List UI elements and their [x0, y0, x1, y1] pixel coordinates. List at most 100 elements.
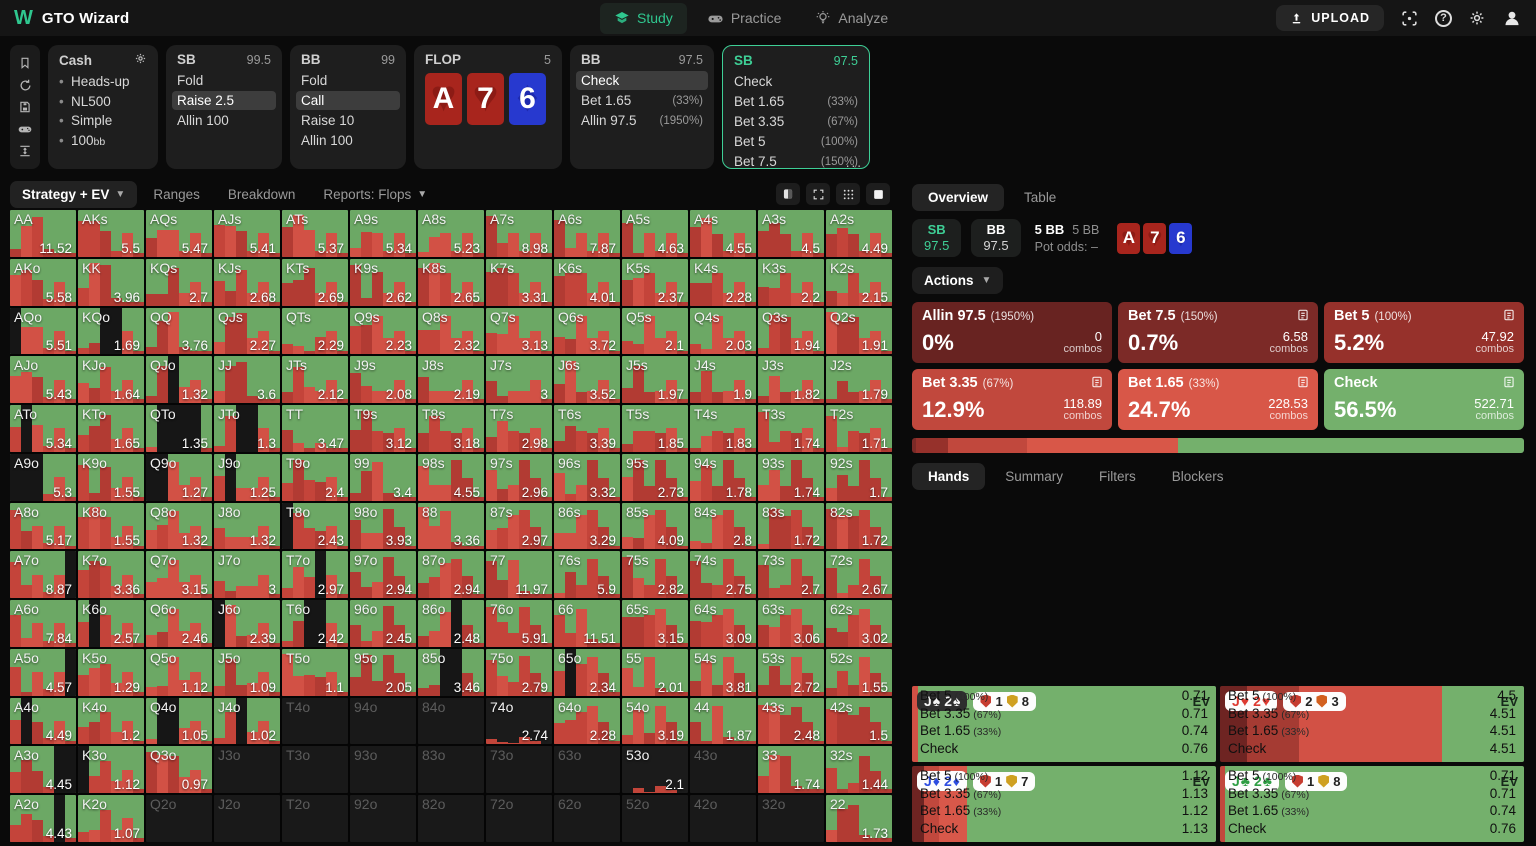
matrix-cell-QQ[interactable]: QQ 3.76 — [146, 307, 212, 355]
matrix-cell-AA[interactable]: AA 11.52 — [10, 210, 76, 257]
save-icon[interactable] — [16, 98, 34, 116]
action-history-item[interactable]: Bet 1.65 (33%) — [576, 91, 708, 110]
matrix-cell-Q8o[interactable]: Q8o 1.32 — [146, 502, 212, 550]
matrix-cell-43s[interactable]: 43s 2.48 — [758, 697, 824, 745]
matrix-cell-KK[interactable]: KK 3.96 — [78, 258, 144, 306]
matrix-cell-KQo[interactable]: KQo 1.69 — [78, 307, 144, 355]
matrix-cell-Q2o[interactable]: Q2o — [146, 795, 212, 842]
matrix-cell-Q9o[interactable]: Q9o 1.27 — [146, 453, 212, 501]
filled-square-icon[interactable] — [866, 183, 890, 205]
matrix-cell-76o[interactable]: 76o 5.91 — [486, 600, 552, 647]
matrix-cell-86s[interactable]: 86s 3.29 — [554, 502, 620, 550]
matrix-cell-Q7s[interactable]: Q7s 3.13 — [486, 307, 552, 355]
matrix-cell-42o[interactable]: 42o — [690, 795, 756, 842]
matrix-cell-K4o[interactable]: K4o 1.2 — [78, 697, 144, 745]
matrix-cell-53o[interactable]: 53o 2.1 — [622, 746, 688, 794]
action-card-bet-1-65[interactable]: Bet 1.65 (33%) 24.7% 228.53 combos — [1118, 369, 1318, 430]
history-panel-bb-2[interactable]: BB 99 Fold Call Raise 10 Allin 100 — [290, 45, 406, 169]
matrix-cell-97o[interactable]: 97o 2.94 — [350, 551, 416, 599]
matrix-cell-K2o[interactable]: K2o 1.07 — [78, 795, 144, 842]
matrix-tab-breakdown[interactable]: Breakdown — [216, 181, 308, 208]
matrix-cell-J9s[interactable]: J9s 2.08 — [350, 356, 416, 404]
matrix-cell-66[interactable]: 66 11.51 — [554, 600, 620, 647]
matrix-cell-AKo[interactable]: AKo 5.58 — [10, 258, 76, 306]
matrix-cell-K8o[interactable]: K8o 1.55 — [78, 502, 144, 550]
actions-dropdown[interactable]: Actions ▼ — [912, 267, 1004, 294]
matrix-cell-A6s[interactable]: A6s 7.87 — [554, 210, 620, 257]
matrix-cell-K6o[interactable]: K6o 2.57 — [78, 600, 144, 647]
tab-blockers[interactable]: Blockers — [1171, 469, 1224, 484]
matrix-cell-92o[interactable]: 92o — [350, 795, 416, 842]
matrix-cell-Q7o[interactable]: Q7o 3.15 — [146, 551, 212, 599]
app-logo[interactable]: W GTO Wizard — [14, 8, 129, 28]
matrix-cell-83o[interactable]: 83o — [418, 746, 484, 794]
combos-list-icon[interactable] — [1502, 308, 1516, 327]
matrix-cell-A3o[interactable]: A3o 4.45 — [10, 746, 76, 794]
matrix-cell-Q3s[interactable]: Q3s 1.94 — [758, 307, 824, 355]
matrix-cell-94o[interactable]: 94o — [350, 697, 416, 745]
combos-list-icon[interactable] — [1502, 375, 1516, 394]
matrix-cell-77[interactable]: 77 11.97 — [486, 551, 552, 599]
matrix-cell-T7o[interactable]: T7o 2.97 — [282, 551, 348, 599]
matrix-cell-72s[interactable]: 72s 2.67 — [826, 551, 892, 599]
matrix-cell-K7s[interactable]: K7s 3.31 — [486, 258, 552, 306]
history-panel-bb-4[interactable]: BB 97.5 Check Bet 1.65 (33%) Allin 97.5 (1950%… — [570, 45, 714, 169]
matrix-cell-A7o[interactable]: A7o 8.87 — [10, 551, 76, 599]
matrix-cell-J3s[interactable]: J3s 1.82 — [758, 356, 824, 404]
split-card-icon[interactable] — [776, 183, 800, 205]
matrix-cell-75s[interactable]: 75s 2.82 — [622, 551, 688, 599]
matrix-cell-J8o[interactable]: J8o 1.32 — [214, 502, 280, 550]
action-card-check[interactable]: Check 56.5% 522.71 combos — [1324, 369, 1524, 430]
matrix-cell-T8s[interactable]: T8s 3.18 — [418, 405, 484, 452]
matrix-cell-73s[interactable]: 73s 2.7 — [758, 551, 824, 599]
matrix-cell-73o[interactable]: 73o — [486, 746, 552, 794]
matrix-cell-A2o[interactable]: A2o 4.43 — [10, 795, 76, 842]
matrix-cell-83s[interactable]: 83s 1.72 — [758, 502, 824, 550]
matrix-tab-strategy-ev[interactable]: Strategy + EV ▼ — [10, 180, 138, 208]
matrix-cell-44[interactable]: 44 1.87 — [690, 697, 756, 745]
matrix-cell-82o[interactable]: 82o — [418, 795, 484, 842]
matrix-cell-72o[interactable]: 72o — [486, 795, 552, 842]
hand-ev-card-spade[interactable]: J♠2♠18EVAllin 97.5 (1950%)-5.52Bet 7.5 (… — [912, 686, 1216, 762]
matrix-cell-JTo[interactable]: JTo 1.3 — [214, 405, 280, 452]
matrix-cell-QTo[interactable]: QTo 1.35 — [146, 405, 212, 452]
matrix-cell-T4o[interactable]: T4o — [282, 697, 348, 745]
matrix-cell-J4o[interactable]: J4o 1.02 — [214, 697, 280, 745]
matrix-cell-22[interactable]: 22 1.73 — [826, 795, 892, 842]
account-icon[interactable] — [1502, 8, 1522, 28]
action-history-item[interactable]: Allin 100 — [172, 111, 276, 130]
combos-list-icon[interactable] — [1296, 375, 1310, 394]
matrix-cell-98s[interactable]: 98s 4.55 — [418, 453, 484, 501]
settings-icon[interactable] — [1468, 9, 1486, 27]
matrix-cell-K9o[interactable]: K9o 1.55 — [78, 453, 144, 501]
matrix-cell-A4o[interactable]: A4o 4.49 — [10, 697, 76, 745]
matrix-cell-87s[interactable]: 87s 2.97 — [486, 502, 552, 550]
matrix-cell-K3s[interactable]: K3s 2.2 — [758, 258, 824, 306]
matrix-cell-J3o[interactable]: J3o — [214, 746, 280, 794]
matrix-cell-63s[interactable]: 63s 3.06 — [758, 600, 824, 647]
matrix-cell-Q8s[interactable]: Q8s 2.32 — [418, 307, 484, 355]
action-history-item[interactable]: Check — [576, 71, 708, 90]
matrix-cell-62o[interactable]: 62o — [554, 795, 620, 842]
expand-icon[interactable] — [806, 183, 830, 205]
action-history-item[interactable]: Allin 97.5 (1950%) — [576, 111, 708, 130]
nav-tab-analyze[interactable]: Analyze — [801, 3, 902, 34]
gear-icon[interactable] — [134, 52, 147, 68]
matrix-cell-93s[interactable]: 93s 1.74 — [758, 453, 824, 501]
matrix-cell-K7o[interactable]: K7o 3.36 — [78, 551, 144, 599]
combos-list-icon[interactable] — [1090, 375, 1104, 394]
tab-table[interactable]: Table — [1024, 190, 1057, 205]
matrix-cell-K8s[interactable]: K8s 2.65 — [418, 258, 484, 306]
hand-ev-card-club[interactable]: J♣2♣18EVAllin 97.5 (1950%)-5.52Bet 7.5 (… — [1220, 766, 1524, 842]
action-history-item[interactable]: Raise 2.5 — [172, 91, 276, 110]
matrix-cell-74o[interactable]: 74o 2.74 — [486, 697, 552, 745]
matrix-cell-A5s[interactable]: A5s 4.63 — [622, 210, 688, 257]
matrix-cell-A8o[interactable]: A8o 5.17 — [10, 502, 76, 550]
action-history-item[interactable]: Fold — [172, 71, 276, 90]
matrix-cell-QJs[interactable]: QJs 2.27 — [214, 307, 280, 355]
matrix-cell-K4s[interactable]: K4s 2.28 — [690, 258, 756, 306]
matrix-cell-K5o[interactable]: K5o 1.29 — [78, 648, 144, 696]
matrix-cell-T7s[interactable]: T7s 2.98 — [486, 405, 552, 452]
matrix-cell-QTs[interactable]: QTs 2.29 — [282, 307, 348, 355]
